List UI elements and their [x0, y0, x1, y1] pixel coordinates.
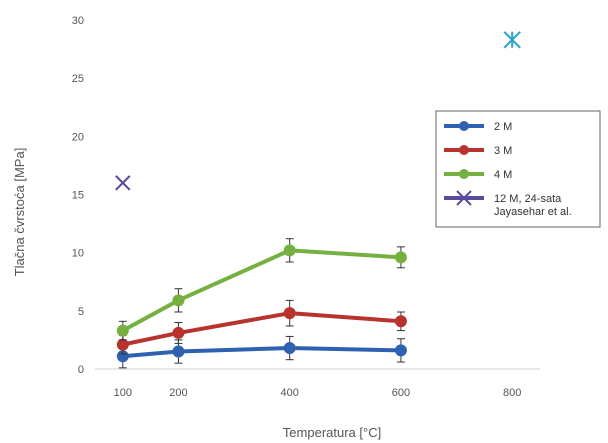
data-point [283, 244, 296, 257]
x-axis-title: Temperatura [°C] [283, 425, 381, 440]
data-point [116, 350, 129, 363]
data-point [172, 345, 185, 358]
x-tick-label: 800 [503, 387, 521, 399]
y-tick-label: 20 [72, 131, 84, 143]
data-point [172, 326, 185, 339]
series-12-m-24-sata [115, 31, 521, 191]
y-tick-label: 30 [72, 15, 84, 27]
series-layer [115, 31, 521, 369]
y-tick-label: 15 [72, 190, 84, 202]
data-point [394, 315, 407, 328]
legend-label: 3 M [494, 145, 512, 157]
y-tick-label: 25 [72, 73, 84, 85]
series-line [122, 311, 402, 347]
series-2-m [116, 335, 407, 369]
data-point [283, 342, 296, 355]
y-tick-label: 0 [78, 364, 84, 376]
legend-item: 3 M [444, 145, 512, 157]
data-point [394, 344, 407, 357]
data-point [172, 294, 185, 307]
data-point [283, 307, 296, 320]
data-point [116, 338, 129, 351]
legend-item: 4 M [444, 169, 512, 181]
y-axis-title: Tlačna čvrstoća [MPa] [12, 148, 27, 277]
legend-item: 2 M [444, 121, 512, 133]
legend-label: 12 M, 24-sata [494, 193, 562, 205]
legend-swatch-marker [459, 169, 469, 179]
x-tick-label: 400 [281, 387, 299, 399]
data-point-x-marker [115, 175, 131, 191]
series-4-m [116, 238, 407, 341]
legend-label: 2 M [494, 121, 512, 133]
series-line [122, 346, 401, 359]
y-tick-label: 5 [78, 306, 84, 318]
x-tick-label: 200 [169, 387, 187, 399]
legend-swatch-marker [459, 121, 469, 131]
x-tick-label: 600 [392, 387, 410, 399]
series-line [121, 248, 402, 333]
y-tick-label: 10 [72, 248, 84, 260]
x-axis-ticks: 100 200 400 600 800 [114, 387, 522, 399]
data-point [116, 324, 129, 337]
data-point [394, 251, 407, 264]
data-point-star-marker [503, 31, 521, 49]
legend-label: 4 M [494, 169, 512, 181]
y-axis-ticks: 0 5 10 15 20 25 30 [72, 15, 84, 376]
legend-swatch-marker [459, 145, 469, 155]
legend-swatch-marker [456, 190, 472, 206]
legend-label-line2: Jayasehar et al. [494, 206, 572, 218]
x-tick-label: 100 [114, 387, 132, 399]
